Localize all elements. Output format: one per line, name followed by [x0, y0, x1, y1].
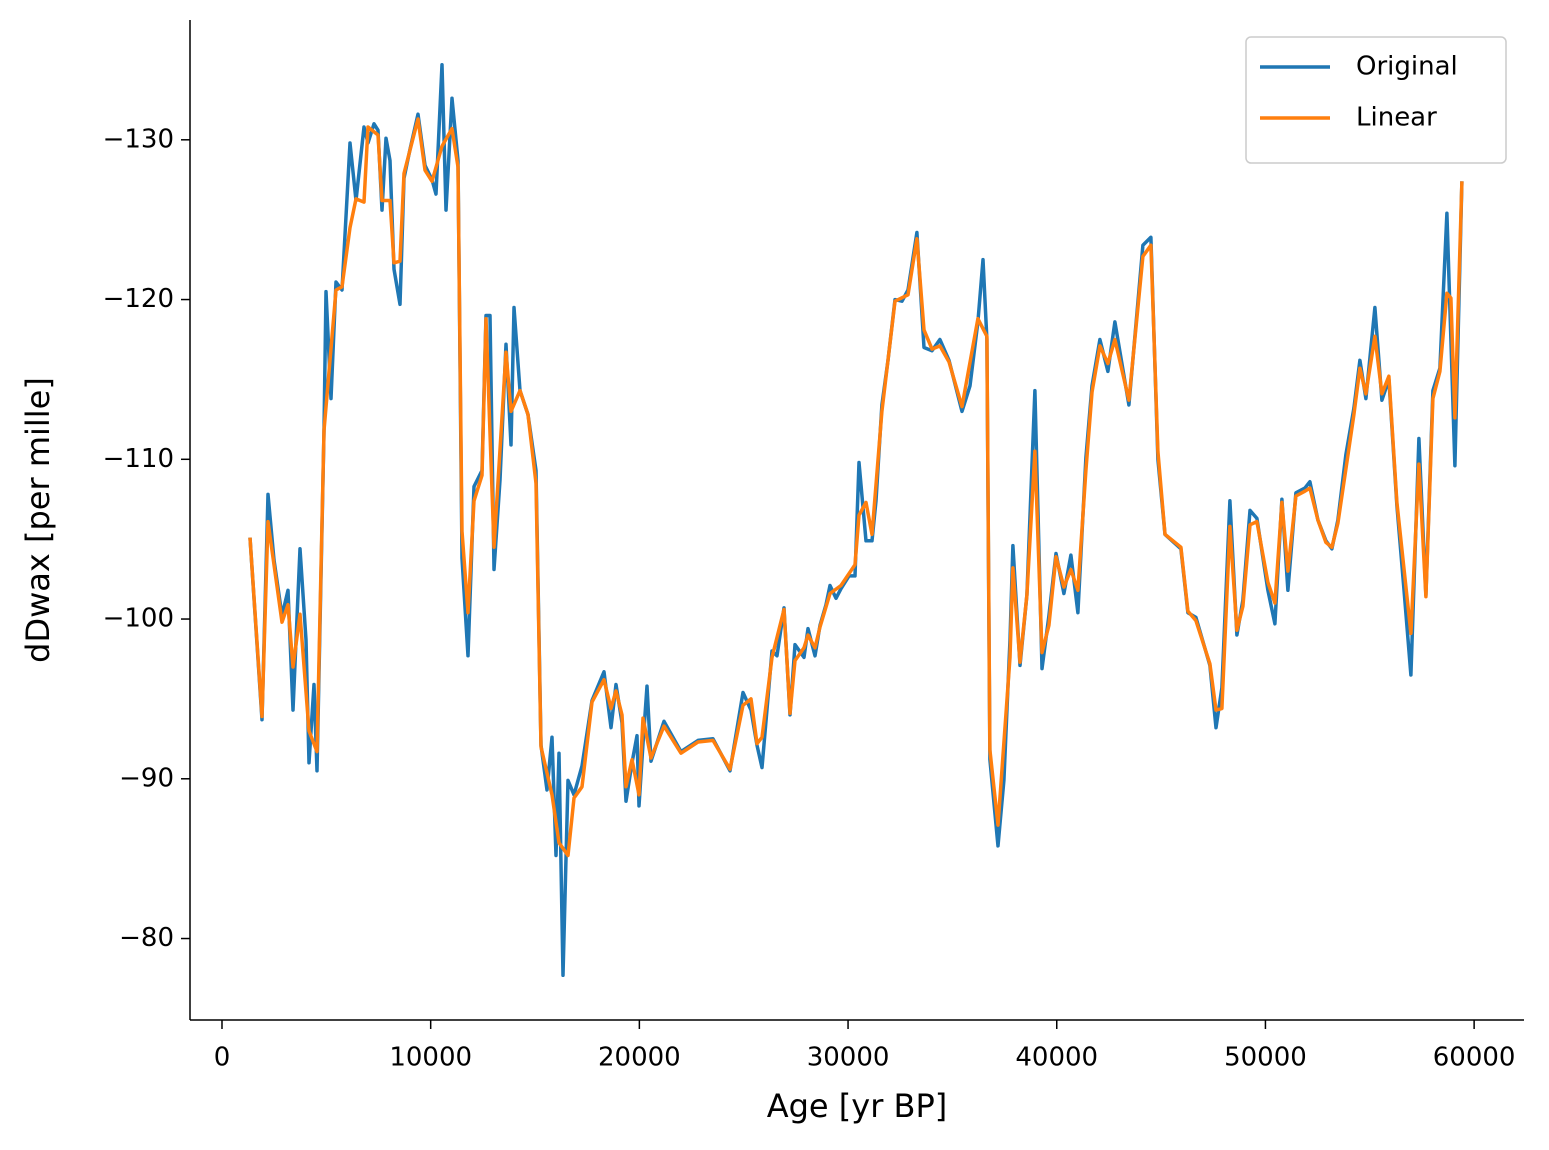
x-tick-label: 30000 — [807, 1043, 890, 1073]
x-tick-label: 60000 — [1433, 1043, 1516, 1073]
y-tick-label: −90 — [119, 763, 174, 793]
data-line — [248, 117, 1464, 858]
x-tick-label: 40000 — [1015, 1043, 1098, 1073]
y-tick-label: −80 — [119, 923, 174, 953]
x-tick-label: 0 — [214, 1043, 231, 1073]
x-tick-label: 10000 — [389, 1043, 472, 1073]
y-tick-label: −120 — [103, 284, 174, 314]
x-tick-label: 20000 — [598, 1043, 681, 1073]
y-axis-label: dDwax [per mille] — [19, 377, 57, 663]
y-tick-label: −110 — [103, 444, 174, 474]
legend-label: Original — [1356, 52, 1458, 82]
legend-label: Linear — [1356, 103, 1437, 133]
x-axis-label: Age [yr BP] — [767, 1087, 948, 1125]
y-tick-label: −100 — [103, 604, 174, 634]
x-tick-label: 50000 — [1224, 1043, 1307, 1073]
y-tick-label: −130 — [103, 124, 174, 154]
